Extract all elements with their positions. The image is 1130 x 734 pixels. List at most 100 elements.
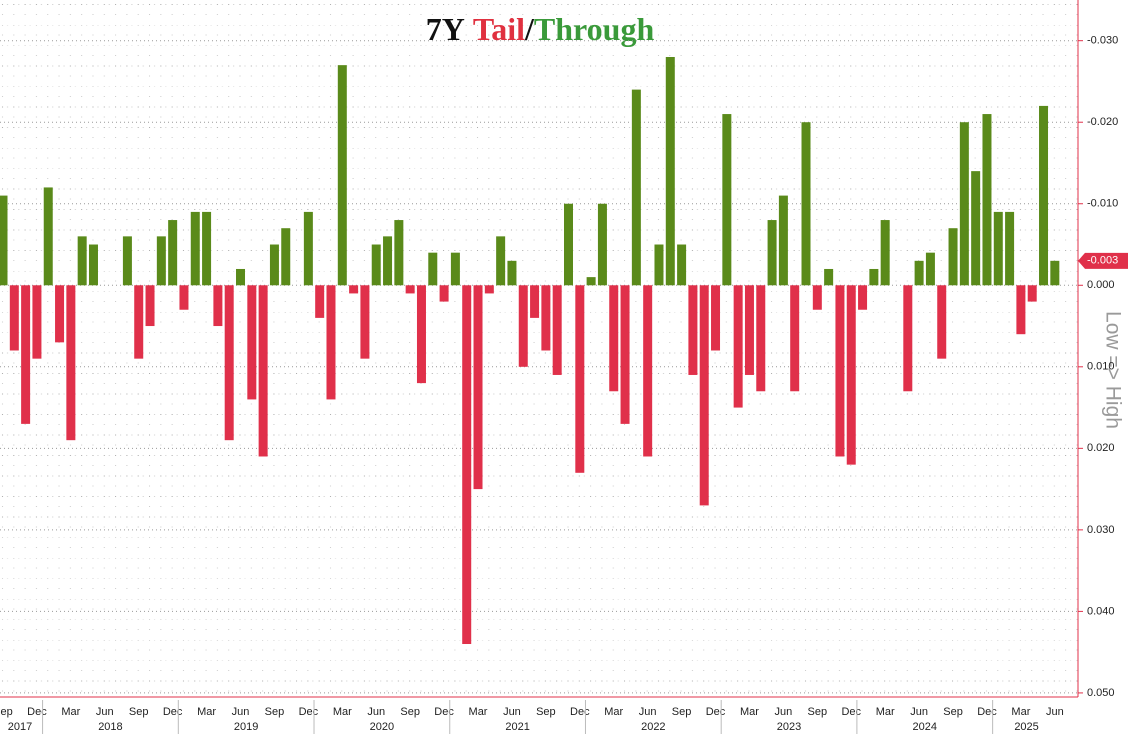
x-tick-label: Mar [197, 706, 216, 718]
bar [383, 236, 393, 286]
x-tick-label: Mar [876, 706, 895, 718]
x-tick-label: Jun [232, 706, 250, 718]
x-tick-label: Jun [639, 706, 657, 718]
x-year-label: 2024 [913, 721, 937, 733]
bar [971, 171, 981, 286]
y-tick-label: -0.030 [1087, 35, 1118, 47]
bar [518, 285, 528, 367]
x-tick-label: Mar [61, 706, 80, 718]
bar [21, 285, 31, 424]
x-year-label: 2017 [8, 721, 32, 733]
bar [394, 220, 404, 286]
x-tick-label: Mar [740, 706, 759, 718]
x-tick-label: Sep [672, 706, 692, 718]
x-year-label: 2018 [98, 721, 122, 733]
x-year-label: 2019 [234, 721, 258, 733]
bar [337, 65, 347, 286]
bar [677, 244, 687, 286]
bar [665, 56, 675, 286]
bar [869, 268, 879, 286]
y-tick-label: 0.050 [1087, 687, 1115, 699]
bar [462, 285, 472, 645]
title-part: / [524, 11, 535, 47]
bar [77, 236, 87, 286]
bar [428, 252, 438, 286]
bar [315, 285, 325, 318]
bar [688, 285, 698, 375]
x-tick-label: Sep [265, 706, 285, 718]
y-tick-label: -0.010 [1087, 198, 1118, 210]
bar [993, 211, 1003, 286]
y-axis-label: Low => High [1101, 311, 1124, 429]
bar [937, 285, 947, 359]
bar [258, 285, 268, 457]
bar [439, 285, 449, 302]
bar [541, 285, 551, 351]
bar [631, 89, 641, 286]
bar [982, 114, 992, 286]
bar [586, 277, 596, 286]
bar [858, 285, 868, 310]
bar [778, 195, 788, 286]
bar [303, 211, 313, 286]
x-tick-label: Mar [604, 706, 623, 718]
bar [959, 122, 969, 286]
bar [134, 285, 144, 359]
bar [1050, 260, 1060, 286]
bar [722, 114, 732, 286]
bar [654, 244, 664, 286]
x-year-label: 2021 [505, 721, 529, 733]
y-tick-label: 0.030 [1087, 524, 1115, 536]
bar [213, 285, 223, 327]
bar [168, 220, 178, 286]
bar [699, 285, 709, 506]
bar [371, 244, 381, 286]
last-value-marker [1078, 252, 1128, 269]
y-tick-label: 0.010 [1087, 361, 1115, 373]
x-year-label: 2020 [370, 721, 394, 733]
y-tick-label: 0.000 [1087, 279, 1115, 291]
bar [484, 285, 494, 294]
bar [405, 285, 415, 294]
bar [620, 285, 630, 424]
last-value-label: -0.003 [1087, 255, 1118, 267]
bar [0, 195, 8, 286]
x-tick-label: Mar [1011, 706, 1030, 718]
x-tick-label: Jun [96, 706, 114, 718]
bar [281, 228, 291, 286]
bar [1039, 105, 1049, 286]
bar [948, 228, 958, 286]
x-tick-label: Sep [0, 706, 13, 718]
bar [643, 285, 653, 457]
x-tick-label: Dec [434, 706, 454, 718]
bar [564, 203, 573, 286]
bar [1005, 211, 1015, 286]
bar [925, 252, 935, 286]
bar [88, 244, 98, 286]
x-tick-label: Dec [27, 706, 47, 718]
bar [360, 285, 370, 359]
bar [66, 285, 76, 441]
x-tick-label: Dec [570, 706, 590, 718]
x-tick-label: Mar [469, 706, 488, 718]
bar [914, 260, 924, 286]
x-year-label: 2025 [1014, 721, 1038, 733]
bar [9, 285, 19, 351]
bar [744, 285, 754, 375]
x-year-label: 2023 [777, 721, 801, 733]
bar [156, 236, 166, 286]
bar [846, 285, 856, 465]
x-tick-label: Dec [706, 706, 726, 718]
x-tick-label: Sep [129, 706, 149, 718]
y-tick-label: -0.020 [1087, 116, 1118, 128]
bar [496, 236, 506, 286]
x-tick-label: Jun [503, 706, 521, 718]
bar [179, 285, 189, 310]
bar [190, 211, 200, 286]
bar [55, 285, 65, 343]
bar [450, 252, 460, 286]
bar [733, 285, 743, 408]
x-tick-label: Jun [1046, 706, 1064, 718]
bar [812, 285, 822, 310]
